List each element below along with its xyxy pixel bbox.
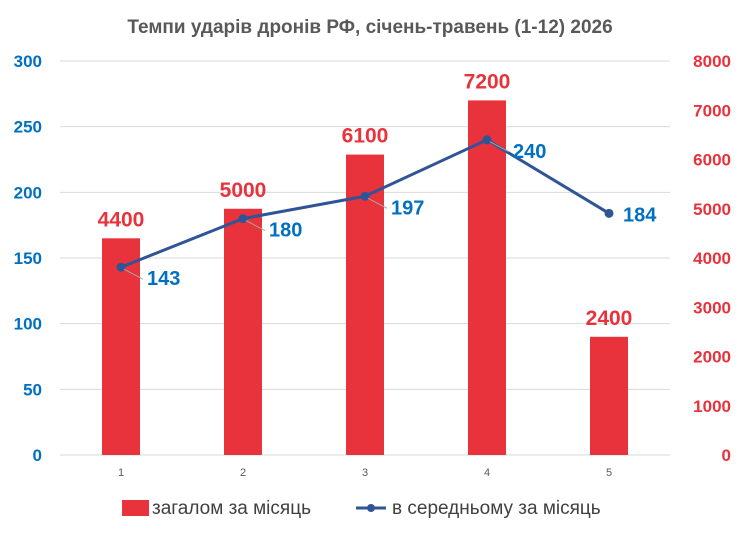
bar — [468, 100, 506, 456]
legend-line-label: в середньому за місяць — [392, 498, 601, 519]
bar-series: 4400 5000 6100 7200 2400 — [98, 70, 633, 456]
bar-value-label: 4400 — [98, 208, 145, 231]
right-tick-label: 3000 — [693, 298, 731, 317]
line-value-label: 143 — [147, 268, 180, 290]
x-tick-label: 2 — [240, 467, 246, 479]
right-tick-label: 1000 — [693, 397, 731, 416]
legend-bar-swatch — [122, 500, 149, 516]
left-tick-label: 100 — [14, 315, 42, 334]
left-tick-label: 250 — [14, 118, 42, 137]
line-value-label: 184 — [623, 204, 657, 226]
line-value-label: 197 — [391, 197, 424, 219]
right-axis: 0 1000 2000 3000 4000 5000 6000 7000 8000 — [693, 52, 731, 465]
legend: загалом за місяць в середньому за місяць — [122, 498, 601, 519]
left-tick-label: 150 — [14, 249, 42, 268]
right-tick-label: 7000 — [693, 101, 731, 120]
x-axis: 1 2 3 4 5 — [118, 467, 612, 479]
bar-value-label: 2400 — [586, 307, 633, 330]
left-tick-label: 0 — [33, 446, 42, 465]
right-tick-label: 8000 — [693, 52, 731, 71]
left-axis: 0 50 100 150 200 250 300 — [14, 52, 42, 465]
line-series: 143 180 197 240 184 — [116, 135, 657, 290]
line-point — [604, 208, 614, 218]
x-tick-label: 1 — [118, 467, 124, 479]
bar — [346, 154, 384, 455]
line-point — [482, 135, 492, 145]
bar — [590, 336, 628, 455]
bar-value-label: 5000 — [220, 179, 267, 202]
chart-title: Темпи ударів дронів РФ, січень-травень (… — [127, 17, 612, 38]
line-label-leader — [367, 197, 388, 209]
x-tick-label: 5 — [606, 467, 612, 479]
legend-bar-label: загалом за місяць — [152, 498, 311, 519]
line-label-leader — [245, 220, 266, 232]
line-value-label: 240 — [513, 141, 546, 163]
x-tick-label: 3 — [362, 467, 368, 479]
line-label-leader — [489, 141, 510, 153]
x-tick-label: 4 — [484, 467, 490, 479]
line-point — [238, 214, 248, 224]
left-tick-label: 50 — [23, 380, 42, 399]
right-tick-label: 2000 — [693, 348, 731, 367]
line-point — [360, 191, 370, 201]
line-point — [116, 262, 126, 272]
left-tick-label: 200 — [14, 183, 42, 202]
bar-value-label: 6100 — [342, 125, 389, 148]
legend-line-marker — [367, 504, 375, 512]
bar — [224, 208, 262, 455]
right-tick-label: 4000 — [693, 249, 731, 268]
right-tick-label: 5000 — [693, 200, 731, 219]
left-tick-label: 300 — [14, 52, 42, 71]
line-value-label: 180 — [269, 220, 302, 242]
right-tick-label: 0 — [722, 446, 731, 465]
bar-value-label: 7200 — [464, 70, 511, 93]
right-tick-label: 6000 — [693, 151, 731, 170]
line-label-leader — [123, 268, 144, 280]
